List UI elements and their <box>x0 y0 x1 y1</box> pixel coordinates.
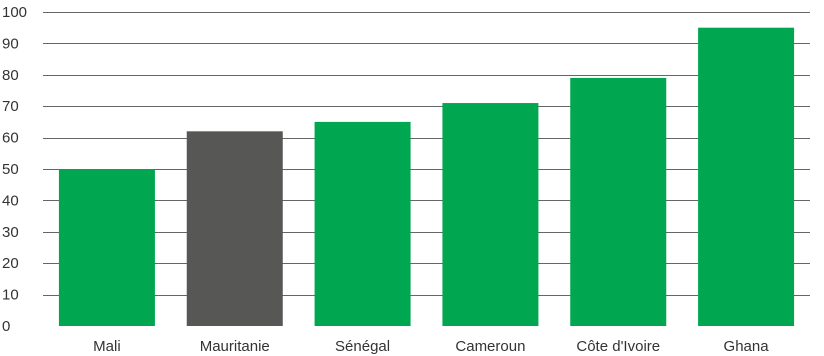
y-tick-label: 30 <box>2 224 19 241</box>
x-category-label: Cameroun <box>455 338 525 355</box>
y-tick-label: 0 <box>2 318 10 335</box>
x-category-label: Sénégal <box>335 338 390 355</box>
y-tick-label: 60 <box>2 130 19 147</box>
bar-cameroun <box>442 103 539 326</box>
bar-c-te-d-ivoire <box>570 77 667 326</box>
y-tick-label: 40 <box>2 192 19 209</box>
gridlines <box>43 12 810 296</box>
y-tick-label: 80 <box>2 67 19 84</box>
y-tick-label: 50 <box>2 161 19 178</box>
y-tick-label: 70 <box>2 98 19 115</box>
x-axis-category-labels: Mali Mauritanie Sénégal Cameroun Côte d'Ivoi… <box>93 338 769 355</box>
x-category-label: Ghana <box>724 338 770 355</box>
y-tick-label: 10 <box>2 287 19 304</box>
y-tick-label: 100 <box>2 4 27 21</box>
bars <box>58 27 795 327</box>
y-tick-label: 20 <box>2 255 19 272</box>
x-category-label: Mauritanie <box>200 338 270 355</box>
bar-mauritanie <box>186 131 283 326</box>
bar-ghana <box>698 27 795 326</box>
y-tick-label: 90 <box>2 35 19 52</box>
x-category-label: Mali <box>93 338 121 355</box>
bar-s-n-gal <box>314 121 411 327</box>
bar-mali <box>58 169 155 326</box>
x-category-label: Côte d'Ivoire <box>576 338 660 355</box>
y-axis-tick-labels: 0 10 20 30 40 50 60 70 80 90 100 <box>2 4 27 335</box>
